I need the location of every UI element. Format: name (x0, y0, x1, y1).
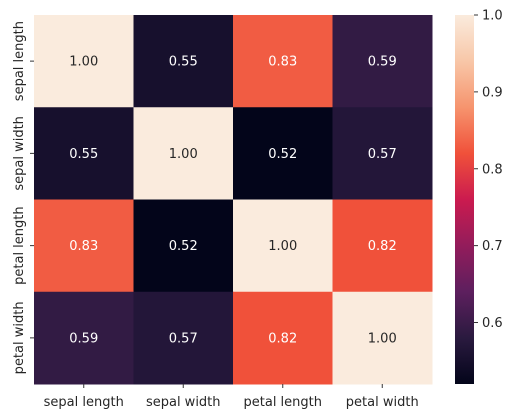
cell-annotation: 0.83 (268, 55, 297, 70)
cell-annotation: 0.55 (69, 147, 98, 162)
cell-annotation: 0.83 (69, 239, 98, 254)
heatmap-annotations: 1.00 0.55 0.83 0.59 0.55 1.00 0.52 0.57 0.83 0.52… (69, 55, 396, 347)
heatmap-cell (332, 15, 433, 108)
y-axis: sepal length sepal width petal length petal… (12, 21, 34, 374)
colorbar-tick-label: 0.8 (482, 162, 503, 177)
cell-annotation: 0.59 (368, 55, 397, 70)
cell-annotation: 0.59 (69, 331, 98, 346)
heatmap-cell (133, 107, 234, 200)
colorbar-tick-label: 0.9 (482, 85, 503, 100)
cell-annotation: 1.00 (169, 147, 198, 162)
y-tick-label: petal width (12, 301, 27, 374)
x-tick-label: petal length (244, 395, 323, 410)
x-tick-label: petal width (346, 395, 419, 410)
heatmap-cell (133, 291, 234, 385)
heatmap-cell (233, 199, 333, 293)
cell-annotation: 0.82 (268, 331, 297, 346)
heatmap-cell (233, 15, 333, 108)
heatmap-cell (233, 291, 333, 385)
cell-annotation: 1.00 (268, 239, 297, 254)
heatmap-cell (332, 107, 433, 200)
y-tick-label: sepal width (12, 116, 27, 191)
y-tick-label: sepal length (12, 21, 27, 101)
cell-annotation: 1.00 (368, 331, 397, 346)
cell-annotation: 0.52 (169, 239, 198, 254)
heatmap-cell (34, 199, 134, 293)
y-tick-label: petal length (12, 206, 27, 285)
cell-annotation: 0.57 (368, 147, 397, 162)
colorbar-tick-label: 0.6 (482, 316, 503, 331)
colorbar-tick-label: 0.7 (482, 239, 503, 254)
colorbar-tick-label: 1.0 (482, 9, 503, 24)
cell-annotation: 0.55 (169, 55, 198, 70)
cell-annotation: 1.00 (69, 55, 98, 70)
cell-annotation: 0.57 (169, 331, 198, 346)
colorbar: 0.6 0.7 0.8 0.9 1.0 (455, 9, 503, 384)
heatmap-cell (332, 199, 433, 293)
heatmap-cell (332, 291, 433, 385)
x-axis: sepal length sepal width petal length petal… (44, 384, 419, 410)
cell-annotation: 0.82 (368, 239, 397, 254)
heatmap-cell (133, 15, 234, 108)
cell-annotation: 0.52 (268, 147, 297, 162)
heatmap-cell (34, 107, 134, 200)
heatmap-cell (34, 291, 134, 385)
heatmap-cell (233, 107, 333, 200)
heatmap-cell (34, 15, 134, 108)
heatmap-cells (34, 15, 433, 385)
colorbar-gradient (455, 15, 474, 384)
x-tick-label: sepal length (44, 395, 124, 410)
x-tick-label: sepal width (146, 395, 221, 410)
heatmap-cell (133, 199, 234, 293)
